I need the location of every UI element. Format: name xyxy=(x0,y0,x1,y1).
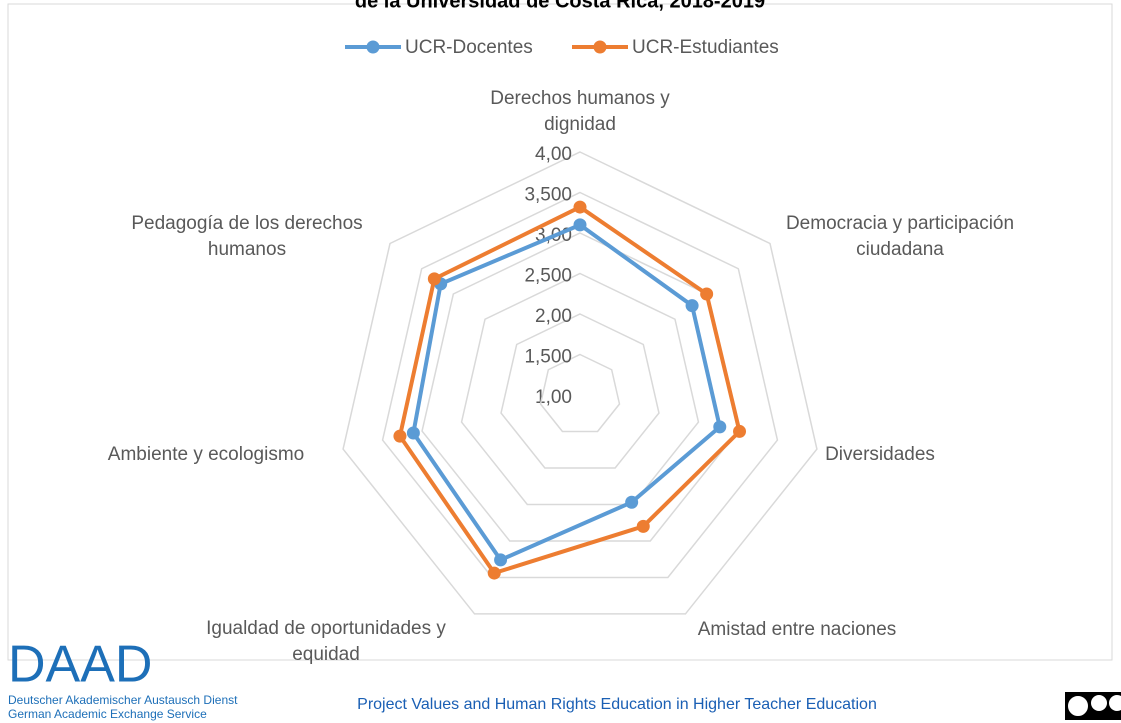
tick-label: 2,00 xyxy=(535,306,572,327)
category-label: Pedagogía de los derechos humanos xyxy=(131,213,363,260)
data-point xyxy=(685,299,699,313)
category-label: Ambiente y ecologismo xyxy=(107,444,305,465)
chart-title: de la Universidad de Costa Rica, 2018-20… xyxy=(355,0,765,12)
tick-label: 1,500 xyxy=(524,347,572,368)
data-point xyxy=(427,272,441,286)
project: Project Values and Human Rights Educatio… xyxy=(357,696,877,713)
data-point xyxy=(636,519,650,533)
org-en: German Academic Exchange Service xyxy=(8,707,207,721)
cc-badge xyxy=(1065,692,1121,720)
category-label: Derechos humanos y dignidad xyxy=(490,88,670,135)
category-label: Amistad entre naciones xyxy=(697,619,897,640)
category-label: Diversidades xyxy=(825,444,935,465)
legend-label: UCR-Docentes xyxy=(405,37,533,58)
data-point xyxy=(487,566,501,580)
tick-label: 2,500 xyxy=(524,266,572,287)
data-point xyxy=(573,200,587,214)
chart-frame xyxy=(7,3,1113,661)
data-point xyxy=(700,287,714,301)
data-point xyxy=(713,420,727,434)
tick-label: 3,500 xyxy=(524,185,572,206)
grid-ring xyxy=(500,313,660,469)
org-de: Deutscher Akademischer Austausch Dienst xyxy=(8,693,238,707)
grid-ring xyxy=(381,191,779,579)
legend-marker xyxy=(366,40,380,54)
series-line xyxy=(397,204,742,576)
data-point xyxy=(393,429,407,443)
category-label: Igualdad de oportunidades y equidad xyxy=(206,618,446,665)
legend-marker xyxy=(593,40,607,54)
data-point xyxy=(573,218,587,232)
data-point xyxy=(406,426,420,440)
logo: DAAD xyxy=(8,636,152,694)
tick-label: 1,00 xyxy=(535,387,572,408)
grid-ring xyxy=(342,151,818,615)
category-label: Democracia y participación ciudadana xyxy=(785,213,1015,260)
grid-ring xyxy=(460,272,700,506)
data-point xyxy=(733,424,747,438)
legend-label: UCR-Estudiantes xyxy=(632,37,779,58)
series-line xyxy=(411,222,722,563)
grid-ring xyxy=(539,353,621,433)
data-point xyxy=(494,553,508,567)
data-point xyxy=(625,495,639,509)
tick-label: 4,00 xyxy=(535,144,572,165)
